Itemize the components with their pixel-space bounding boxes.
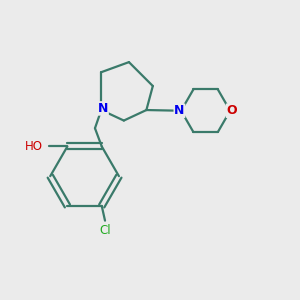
Text: Cl: Cl — [99, 224, 111, 237]
Text: HO: HO — [25, 140, 43, 153]
Text: N: N — [174, 104, 184, 117]
Text: N: N — [98, 102, 108, 115]
Text: O: O — [226, 104, 237, 117]
